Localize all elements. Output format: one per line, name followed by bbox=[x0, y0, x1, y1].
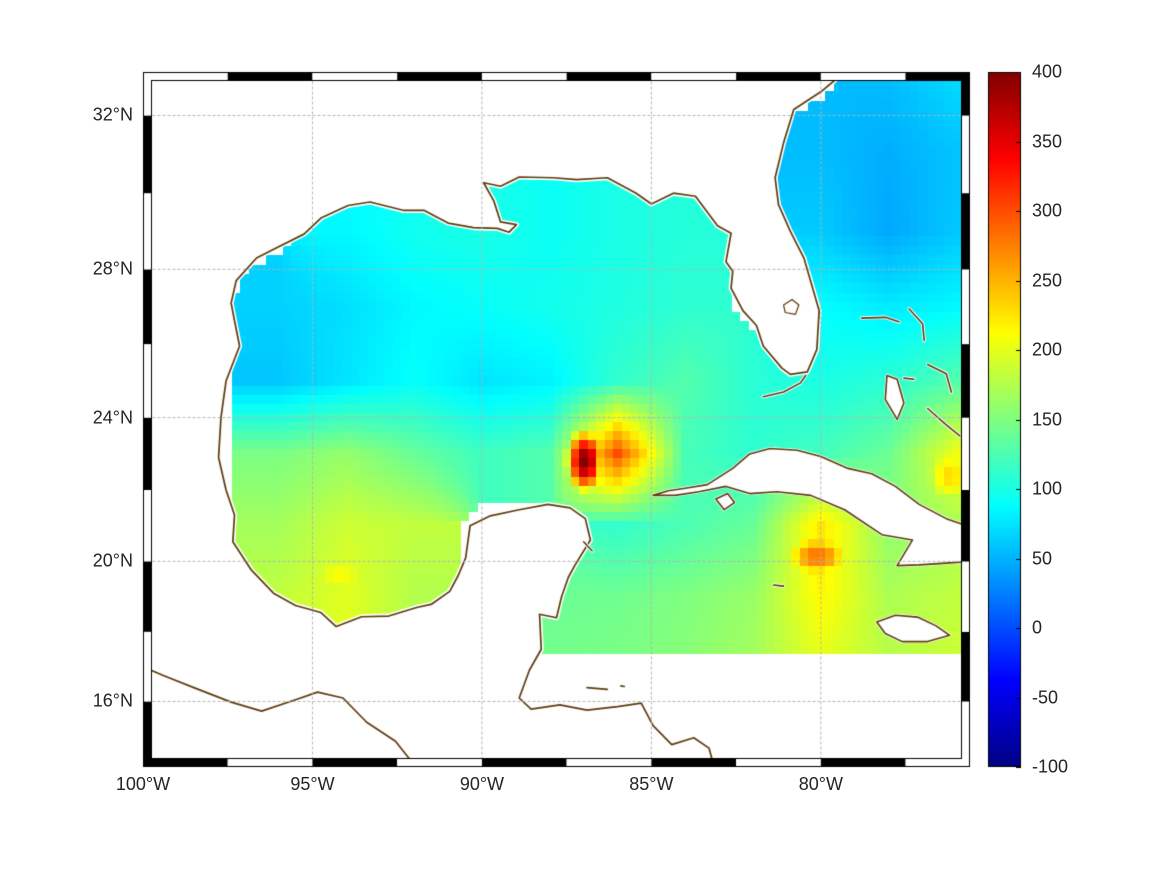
y-tick-label: 24°N bbox=[92, 407, 133, 428]
y-tick-label: 20°N bbox=[92, 550, 133, 571]
colorbar-tick-label: 400 bbox=[1032, 61, 1063, 82]
colorbar-tick-label: 200 bbox=[1032, 339, 1063, 360]
colorbar-tick-label: 0 bbox=[1032, 617, 1043, 638]
colorbar-tick-label: 100 bbox=[1032, 478, 1063, 499]
x-tick-label: 80°W bbox=[798, 774, 843, 794]
x-tick-label: 100°W bbox=[115, 774, 171, 794]
colorbar-tick-label: 50 bbox=[1032, 548, 1053, 568]
x-tick-label: 95°W bbox=[290, 774, 335, 794]
colorbar-tick-label: 150 bbox=[1032, 409, 1063, 429]
x-tick-label: 85°W bbox=[629, 774, 674, 794]
y-tick-label: 28°N bbox=[92, 258, 133, 279]
y-tick-label: 32°N bbox=[92, 104, 133, 125]
colorbar-tick-label: 300 bbox=[1032, 200, 1063, 221]
colorbar-tick-label: 350 bbox=[1032, 131, 1063, 151]
colorbar-tick-label: 250 bbox=[1032, 270, 1063, 290]
colorbar-tick-label: -50 bbox=[1032, 687, 1059, 707]
y-tick-label: 16°N bbox=[92, 690, 133, 711]
colorbar-tick-label: -100 bbox=[1032, 756, 1069, 777]
x-tick-label: 90°W bbox=[459, 774, 505, 794]
